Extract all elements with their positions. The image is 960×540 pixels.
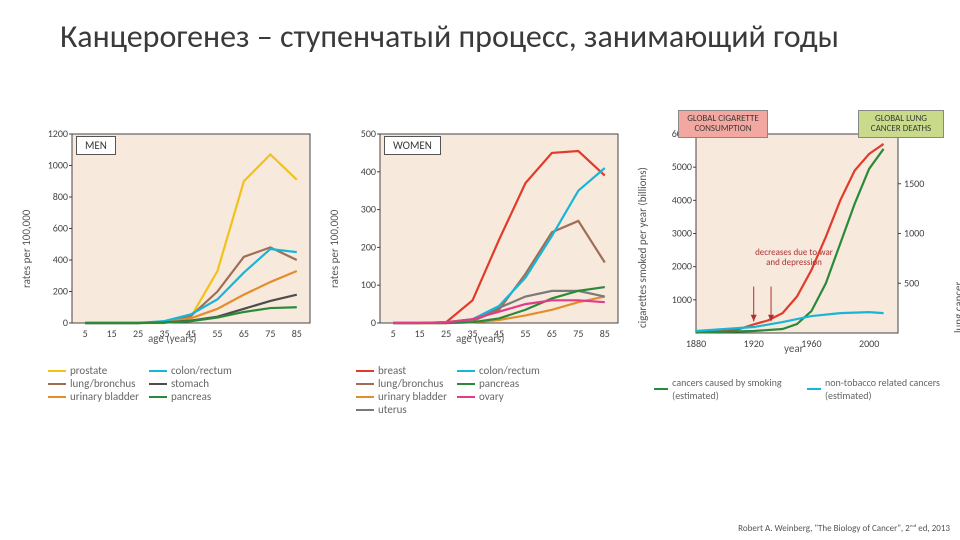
legend-item: ovary [457, 390, 540, 403]
svg-text:1000: 1000 [672, 293, 692, 306]
legend-item: lung/bronchus [48, 377, 139, 390]
svg-text:3000: 3000 [672, 227, 692, 240]
svg-text:2000: 2000 [859, 337, 879, 350]
global-xlabel: year [784, 342, 803, 355]
global-ylabel-left: cigarettes smoked per year (billions) [636, 167, 649, 328]
svg-text:300: 300 [361, 203, 376, 216]
legend-item: prostate [48, 364, 139, 377]
svg-text:15: 15 [415, 327, 425, 340]
women-xlabel: age (years) [456, 332, 505, 345]
svg-text:1500: 1500 [904, 177, 924, 190]
svg-text:1200: 1200 [48, 128, 68, 140]
men-chart: 02004006008001000120051525354555657585 [38, 128, 318, 353]
page-title: Канцерогенез – ступенчатый процесс, зани… [60, 18, 839, 56]
svg-text:15: 15 [107, 327, 117, 340]
svg-text:5000: 5000 [672, 160, 692, 173]
svg-text:2000: 2000 [672, 260, 692, 273]
legend-item: breast [356, 364, 447, 377]
svg-text:55: 55 [212, 327, 222, 340]
svg-text:85: 85 [292, 327, 302, 340]
svg-text:4000: 4000 [672, 193, 692, 206]
global-ylabel-right: lung cancer deaths per year (thousands) [952, 280, 960, 333]
svg-text:0: 0 [63, 316, 68, 329]
svg-text:65: 65 [239, 327, 249, 340]
svg-text:85: 85 [600, 327, 610, 340]
legend-item: urinary bladder [356, 390, 447, 403]
legend-item: non-tobacco related cancers (estimated) [807, 376, 954, 402]
svg-text:500: 500 [361, 128, 376, 140]
svg-text:1960: 1960 [801, 337, 821, 350]
svg-text:5: 5 [83, 327, 88, 340]
svg-text:600: 600 [53, 222, 68, 235]
global-chart: 1000200030004000500060005001000150020001… [662, 128, 932, 363]
legend-item: colon/rectum [457, 364, 540, 377]
svg-text:400: 400 [53, 253, 68, 266]
svg-text:1000: 1000 [48, 159, 68, 172]
svg-text:25: 25 [133, 327, 143, 340]
svg-text:100: 100 [361, 278, 376, 291]
svg-text:25: 25 [441, 327, 451, 340]
legend-item: pancreas [457, 377, 540, 390]
women-chart: 010020030040050051525354555657585 [346, 128, 626, 353]
women-legend: breastlung/bronchusurinary bladderuterus… [356, 364, 626, 416]
svg-text:800: 800 [53, 190, 68, 203]
svg-text:400: 400 [361, 165, 376, 178]
citation: Robert A. Weinberg, "The Biology of Canc… [738, 523, 950, 534]
men-badge: MEN [76, 136, 116, 155]
panel-men: rates per 100,000 0 200 400 600 800 1000 1200 5… [18, 128, 318, 416]
legend-item: stomach [149, 377, 232, 390]
legend-item: pancreas [149, 390, 232, 403]
svg-text:500: 500 [904, 276, 919, 289]
svg-text:75: 75 [573, 327, 583, 340]
men-ylabel: rates per 100,000 [20, 210, 33, 288]
svg-text:0: 0 [371, 316, 376, 329]
legend-item: urinary bladder [48, 390, 139, 403]
svg-text:200: 200 [361, 240, 376, 253]
men-legend: prostatelung/bronchusurinary bladder colo… [48, 364, 318, 403]
legend-item: colon/rectum [149, 364, 232, 377]
charts-row: rates per 100,000 0200400600800100012005… [18, 128, 954, 416]
svg-text:75: 75 [265, 327, 275, 340]
svg-text:5: 5 [391, 327, 396, 340]
men-xlabel: age (years) [148, 332, 197, 345]
legend-item: lung/bronchus [356, 377, 447, 390]
svg-text:55: 55 [520, 327, 530, 340]
global-legend: cancers caused by smoking (estimated) non… [654, 376, 954, 402]
panel-global: GLOBAL CIGARETTE CONSUMPTION GLOBAL LUNG… [634, 128, 954, 416]
global-badge-left: GLOBAL CIGARETTE CONSUMPTION [678, 110, 768, 138]
global-annotation: decreases due to war and depression [754, 248, 834, 268]
svg-text:1920: 1920 [744, 337, 764, 350]
legend-item: uterus [356, 403, 447, 416]
panel-women: rates per 100,000 0100200300400500515253… [326, 128, 626, 416]
svg-text:65: 65 [547, 327, 557, 340]
svg-text:200: 200 [53, 285, 68, 298]
women-ylabel: rates per 100,000 [328, 210, 341, 288]
svg-text:1880: 1880 [686, 337, 706, 350]
women-badge: WOMEN [384, 136, 441, 155]
svg-text:1000: 1000 [904, 227, 924, 240]
legend-item: cancers caused by smoking (estimated) [654, 376, 797, 402]
global-badge-right: GLOBAL LUNG CANCER DEATHS [858, 110, 944, 138]
